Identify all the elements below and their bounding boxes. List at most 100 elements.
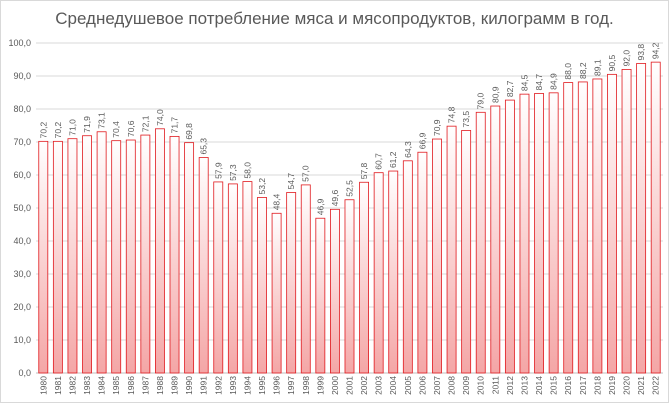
x-tick-label: 1991 — [199, 376, 209, 395]
data-label: 57,3 — [228, 164, 238, 181]
bar — [198, 157, 209, 374]
bar — [636, 63, 647, 374]
x-tick-label: 1983 — [82, 376, 92, 395]
data-label: 74,8 — [447, 106, 457, 123]
x-tick-label: 1980 — [38, 376, 48, 395]
bar — [534, 93, 544, 374]
x-tick-label: 2015 — [549, 376, 559, 395]
bar — [140, 134, 151, 374]
data-label: 57,0 — [301, 165, 311, 182]
x-tick-label: 1985 — [111, 376, 121, 395]
data-label: 73,5 — [461, 111, 471, 128]
x-tick-label: 2006 — [417, 376, 427, 395]
data-label: 70,2 — [38, 122, 48, 139]
x-tick-label: 2020 — [622, 376, 632, 395]
x-tick-label: 1982 — [67, 376, 77, 395]
data-label: 80,9 — [490, 86, 500, 103]
y-tick-label: 30,0 — [13, 269, 31, 279]
x-tick-label: 1998 — [301, 376, 311, 395]
data-label: 90,5 — [607, 55, 617, 72]
x-tick-label: 1995 — [257, 376, 267, 395]
x-tick-label: 1993 — [228, 376, 238, 395]
data-label: 92,0 — [622, 50, 632, 67]
y-tick-label: 20,0 — [13, 302, 31, 312]
x-tick-label: 2005 — [403, 376, 413, 395]
bar — [432, 138, 442, 374]
bars — [38, 61, 661, 374]
x-tick-label: 2008 — [447, 376, 457, 395]
data-label: 70,6 — [126, 120, 136, 137]
data-label: 71,7 — [170, 117, 180, 134]
data-label: 57,8 — [359, 162, 369, 179]
data-label: 88,0 — [563, 63, 573, 80]
bar — [67, 138, 78, 374]
data-label: 88,2 — [578, 62, 588, 79]
data-label: 73,1 — [97, 112, 107, 129]
data-label: 70,2 — [53, 122, 63, 139]
bar — [461, 130, 472, 374]
bar — [227, 183, 238, 374]
bar — [607, 73, 617, 374]
data-label: 70,9 — [432, 119, 442, 136]
x-tick-label: 1984 — [97, 376, 107, 395]
data-label: 84,7 — [534, 74, 544, 91]
bar — [388, 170, 399, 374]
x-tick-label: 1992 — [213, 376, 223, 395]
x-tick-label: 1988 — [155, 376, 165, 395]
data-labels: 70,2 70,2 71,0 71,9 73,1 70,4 70,6 72,1 74,0 71,7… — [38, 42, 660, 215]
bar — [490, 105, 501, 374]
x-tick-label: 2021 — [636, 376, 646, 395]
data-label: 84,9 — [549, 73, 559, 90]
y-tick-label: 100,0 — [8, 38, 31, 48]
bar — [184, 142, 195, 374]
x-tick-label: 2001 — [345, 376, 355, 395]
bar — [344, 199, 355, 374]
bar — [286, 192, 297, 374]
bar — [592, 78, 603, 374]
x-tick-label: 1989 — [170, 376, 180, 395]
y-tick-label: 40,0 — [13, 236, 31, 246]
data-label: 94,2 — [651, 42, 661, 59]
bar — [577, 81, 588, 374]
bar — [111, 140, 122, 374]
data-label: 69,8 — [184, 123, 194, 140]
x-tick-label: 1999 — [315, 376, 325, 395]
x-tick-label: 2003 — [374, 376, 384, 395]
y-tick-label: 0,0 — [18, 368, 31, 378]
bar — [213, 181, 224, 374]
bar — [242, 181, 253, 374]
chart-title: Среднедушевое потребление мяса и мясопро… — [55, 9, 614, 28]
bar — [359, 181, 370, 374]
bar — [52, 140, 63, 374]
y-tick-label: 90,0 — [13, 71, 31, 81]
bar — [650, 61, 661, 374]
data-label: 46,9 — [315, 198, 325, 215]
data-label: 52,5 — [345, 180, 355, 197]
data-label: 54,7 — [286, 173, 296, 190]
data-label: 66,9 — [417, 132, 427, 149]
x-tick-label: 2010 — [476, 376, 486, 395]
x-tick-label: 2011 — [490, 376, 500, 395]
x-tick-label: 2000 — [330, 376, 340, 395]
bar — [446, 125, 457, 374]
y-axis: 0,0 10,0 20,0 30,0 40,0 50,0 60,0 70,0 80,0 90,0 1… — [8, 38, 31, 378]
data-label: 60,7 — [374, 153, 384, 170]
x-tick-label: 1990 — [184, 376, 194, 395]
data-label: 74,0 — [155, 109, 165, 126]
bar — [96, 131, 107, 374]
bar — [548, 92, 559, 374]
data-label: 57,9 — [213, 162, 223, 179]
data-label: 70,4 — [111, 121, 121, 138]
bar — [300, 184, 311, 374]
x-tick-label: 1981 — [53, 376, 63, 395]
data-label: 82,7 — [505, 80, 515, 97]
x-tick-label: 2017 — [578, 376, 588, 395]
bar — [475, 111, 486, 374]
x-tick-label: 2013 — [519, 376, 529, 395]
bar — [155, 128, 165, 374]
x-tick-label: 1994 — [242, 376, 252, 395]
bar — [257, 197, 267, 374]
bar — [563, 82, 574, 374]
